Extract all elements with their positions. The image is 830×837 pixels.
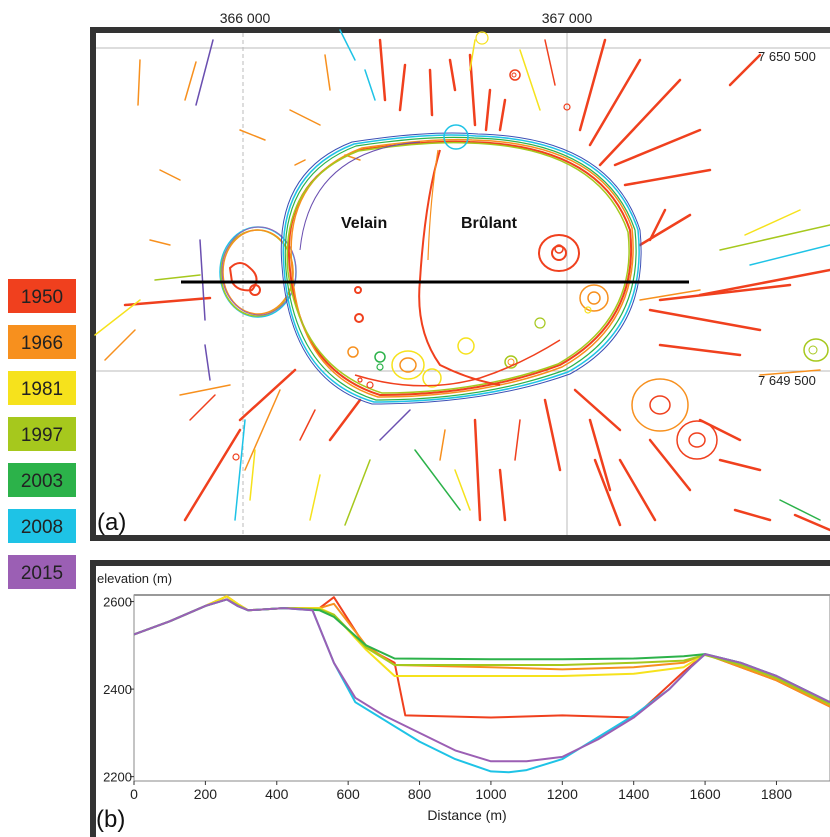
series-line-2015 [133,598,830,763]
x-tick-label: 200 [194,786,218,802]
northing-tick-label: 7 649 500 [758,373,816,388]
y-tick-label: 2200 [103,770,132,785]
legend-year-label: 1997 [21,425,63,446]
legend-year-label: 1966 [21,333,63,354]
panel-a-map: Velain Brûlant 366 000 367 000 7 650 500… [90,10,830,541]
legend-item-2003: 2003 [8,463,76,497]
legend-year-label: 1981 [21,379,63,400]
x-axis-label: Distance (m) [427,807,506,823]
west-small-crater [219,226,297,318]
legend-year-label: 2008 [21,517,63,538]
legend-item-1997: 1997 [8,417,76,451]
legend-swatch [8,279,76,313]
legend-swatch [8,509,76,543]
concentric-features [232,31,829,461]
x-tick-label: 0 [130,786,138,802]
x-tick-label: 1400 [618,786,649,802]
x-tick-label: 1000 [475,786,506,802]
panel-b-chart: elevation (m) Distance (m) (b) 220024002… [90,560,830,837]
x-tick-label: 600 [336,786,360,802]
velain-label: Velain [341,215,387,232]
y-axis-label: elevation (m) [97,571,172,586]
y-tick-label: 2400 [103,682,132,697]
y-axis-ticks: 2200 2400 2600 [103,595,134,785]
panel-b-tag: (b) [96,806,125,833]
easting-tick-label: 366 000 [220,10,271,26]
y-tick-label: 2600 [103,595,132,610]
legend-swatch [8,325,76,359]
year-legend: 1950 1966 1981 1997 2003 2008 2015 [8,279,76,589]
legend-item-2008: 2008 [8,509,76,543]
legend-item-1950: 1950 [8,279,76,313]
x-tick-label: 1800 [761,786,792,802]
easting-tick-label: 367 000 [542,10,593,26]
legend-item-2015: 2015 [8,555,76,589]
legend-item-1981: 1981 [8,371,76,405]
northing-tick-label: 7 650 500 [758,49,816,64]
legend-swatch [8,417,76,451]
legend-swatch [8,555,76,589]
profile-series [133,595,830,774]
legend-year-label: 2003 [21,471,63,492]
x-tick-label: 1200 [547,786,578,802]
main-crater-rims [280,132,642,405]
legend-year-label: 2015 [21,563,63,584]
x-tick-label: 1600 [689,786,720,802]
panel-a-frame [90,27,830,541]
legend-item-1966: 1966 [8,325,76,359]
fissure-lines [94,29,830,532]
brulant-label: Brûlant [461,215,518,232]
legend-year-label: 1950 [21,287,63,308]
legend-swatch [8,371,76,405]
x-axis-ticks: 0 200 400 600 800 1000 1200 1400 1600 1800 [130,781,792,802]
x-tick-label: 400 [265,786,289,802]
plot-area [133,594,830,782]
legend-swatch [8,463,76,497]
x-tick-label: 800 [408,786,432,802]
panel-a-tag: (a) [97,509,126,536]
